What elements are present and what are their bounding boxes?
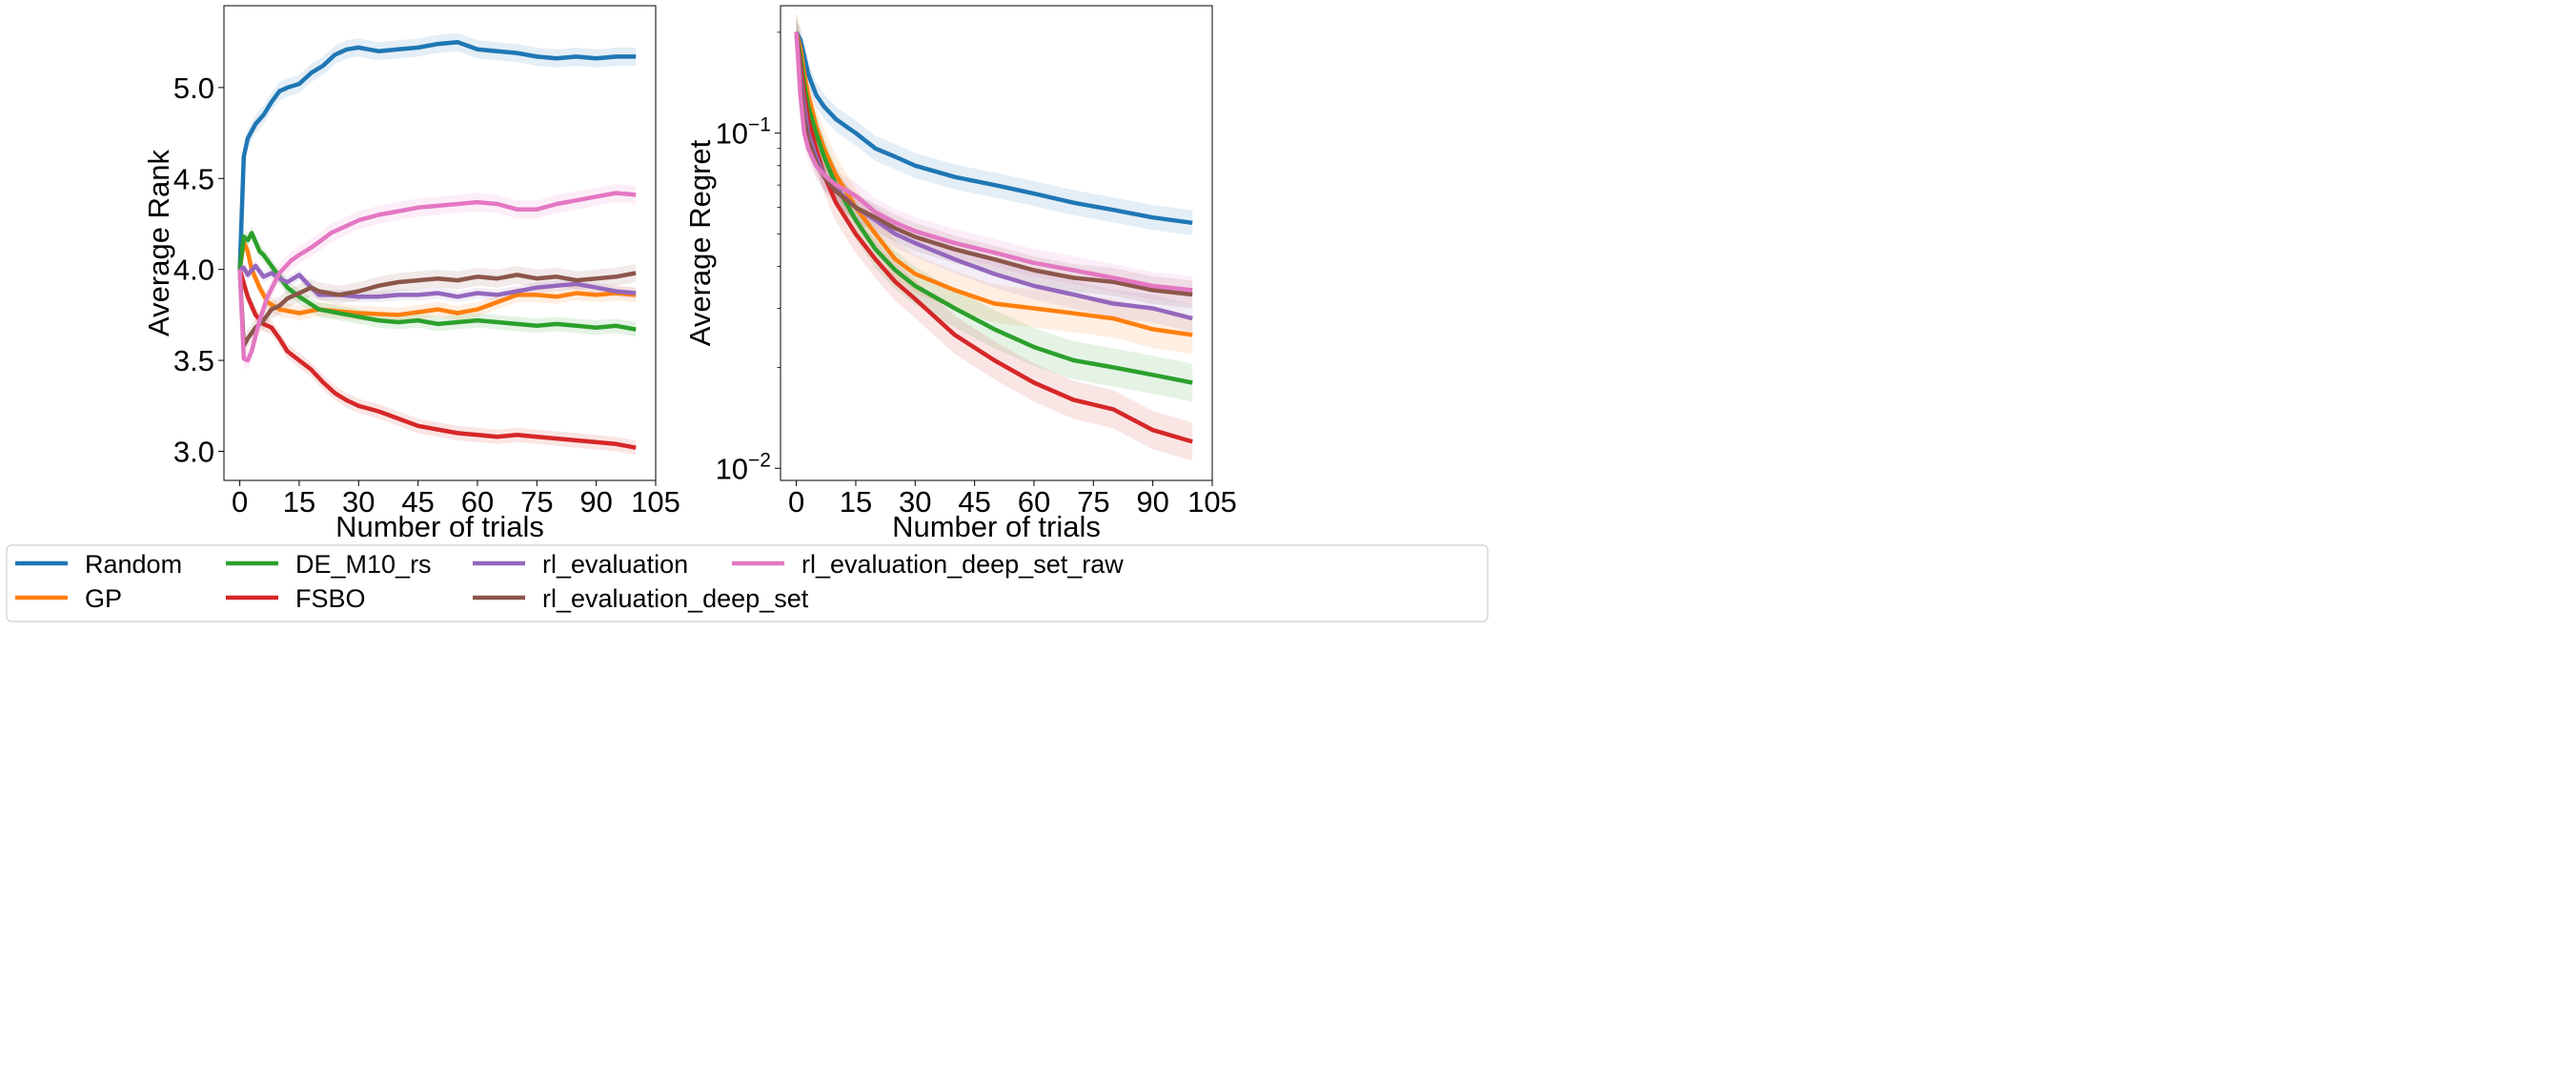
left-line-random <box>237 39 637 270</box>
legend-label: DE_M10_rs <box>295 550 432 579</box>
left-line-rl-evaluation-deep-set <box>237 269 637 349</box>
left-band-rl-evaluation-deep-set <box>239 260 637 356</box>
left-x-tick-label: 30 <box>342 485 375 519</box>
right-x-tick-label: 30 <box>899 485 931 519</box>
left-x-tick-label: 60 <box>461 485 494 519</box>
left-x-axis-label: Number of trials <box>335 510 544 543</box>
left-y-tick-label: 4.0 <box>173 254 214 287</box>
right-x-tick-label: 0 <box>788 485 804 519</box>
legend-item-gp: GP <box>15 584 122 613</box>
left-plot-frame <box>223 5 657 481</box>
left-band-gp <box>239 234 637 322</box>
left-y-axis-label: Average Rank <box>142 150 175 336</box>
figure: 0 15 30 45 60 75 90 105 3.0 3.5 4.0 4.5 5.0 Number … <box>6 5 1489 622</box>
legend-frame <box>6 544 1489 622</box>
legend-item-random: Random <box>15 550 182 579</box>
left-chart: 0 15 30 45 60 75 90 105 3.0 3.5 4.0 4.5 5.0 Number … <box>142 5 680 543</box>
legend-label: GP <box>85 584 122 613</box>
left-band-rl-evaluation <box>239 260 637 302</box>
legend-label: Random <box>85 550 182 579</box>
left-line-rl-evaluation <box>238 263 637 299</box>
legend-item-de-m10-rs: DE_M10_rs <box>226 550 432 579</box>
left-x-tick-label: 75 <box>520 485 553 519</box>
legend: Random GP DE_M10_rs FSBO rl_evaluation rl_eva… <box>6 544 1489 622</box>
right-x-tick-label: 60 <box>1018 485 1050 519</box>
left-line-de-m10-rs <box>237 231 637 332</box>
legend-item-rl-evaluation-deep-set: rl_evaluation_deep_set <box>473 584 809 613</box>
legend-item-rl-evaluation: rl_evaluation <box>473 550 688 579</box>
left-line-fsbo <box>237 269 637 450</box>
right-x-tick-label: 105 <box>1187 485 1237 519</box>
legend-label: FSBO <box>295 584 366 613</box>
left-x-tick-label: 90 <box>579 485 612 519</box>
right-x-tick-label: 90 <box>1136 485 1168 519</box>
left-y-tick-label: 3.0 <box>173 435 214 468</box>
left-x-tick-label: 105 <box>631 485 680 519</box>
right-band-fsbo <box>796 12 1193 461</box>
right-x-tick-label: 45 <box>958 485 990 519</box>
right-y-tick-label: 10−1 <box>716 114 771 151</box>
legend-item-fsbo: FSBO <box>226 584 366 613</box>
left-band-random <box>239 32 637 279</box>
right-y-tick-label: 10−2 <box>716 449 771 485</box>
right-y-axis-label: Average Regret <box>683 139 717 346</box>
right-x-tick-label: 15 <box>840 485 872 519</box>
right-line-rl-evaluation-deep-set <box>794 31 1193 297</box>
right-chart: 0 15 30 45 60 75 90 105 10−2 10−1 Number of tria… <box>683 5 1237 543</box>
left-y-tick-label: 3.5 <box>173 344 214 377</box>
left-line-gp <box>237 239 637 317</box>
right-x-axis-label: Number of trials <box>892 510 1101 543</box>
left-band-de-m10-rs <box>239 225 637 337</box>
right-band-rl-evaluation <box>796 18 1193 333</box>
right-plot-frame <box>780 5 1213 481</box>
left-y-tick-label: 5.0 <box>173 71 214 105</box>
legend-label: rl_evaluation_deep_set <box>542 584 809 613</box>
right-x-tick-label: 75 <box>1077 485 1109 519</box>
right-line-rl-evaluation-deep-set-raw <box>794 31 1193 293</box>
legend-label: rl_evaluation_deep_set_raw <box>801 550 1124 579</box>
right-band-random <box>796 19 1193 235</box>
legend-item-rl-evaluation-deep-set-raw: rl_evaluation_deep_set_raw <box>732 550 1124 579</box>
left-x-tick-label: 45 <box>401 485 434 519</box>
left-x-tick-label: 0 <box>232 485 248 519</box>
left-x-tick-label: 15 <box>283 485 315 519</box>
left-line-rl-evaluation-deep-set-raw <box>237 191 637 363</box>
right-band-de-m10-rs <box>796 12 1193 402</box>
right-line-random <box>794 31 1193 226</box>
left-y-tick-label: 4.5 <box>173 162 214 195</box>
legend-label: rl_evaluation <box>542 550 688 579</box>
left-band-fsbo <box>239 262 637 456</box>
